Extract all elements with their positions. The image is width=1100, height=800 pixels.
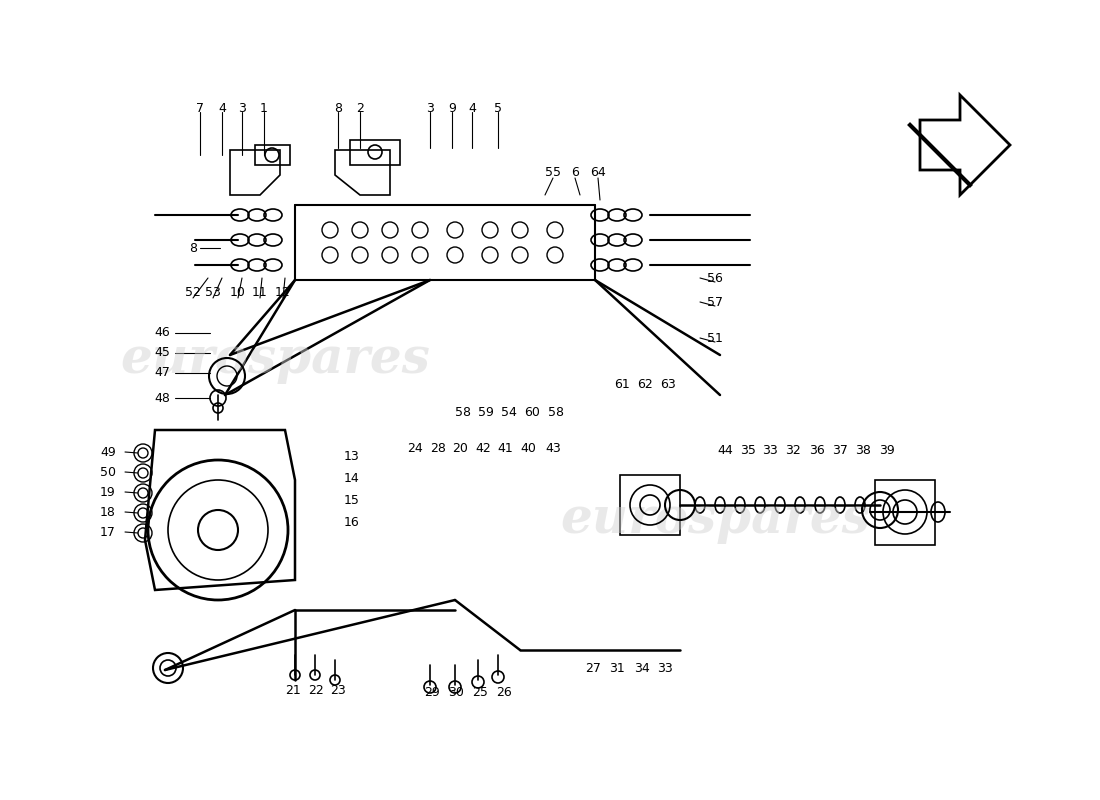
Text: 24: 24: [407, 442, 422, 454]
Text: 2: 2: [356, 102, 364, 114]
Text: 6: 6: [571, 166, 579, 178]
Text: 58: 58: [548, 406, 564, 419]
Text: 40: 40: [520, 442, 536, 454]
Text: 8: 8: [334, 102, 342, 114]
Text: 33: 33: [657, 662, 673, 674]
Text: 48: 48: [154, 391, 169, 405]
Text: 13: 13: [344, 450, 360, 463]
Text: eurospares: eurospares: [120, 335, 430, 385]
Text: 50: 50: [100, 466, 116, 478]
Text: 45: 45: [154, 346, 169, 359]
Text: 15: 15: [344, 494, 360, 506]
Text: 33: 33: [762, 443, 778, 457]
Text: 21: 21: [285, 683, 301, 697]
Text: 59: 59: [478, 406, 494, 419]
Text: 37: 37: [832, 443, 848, 457]
Text: 44: 44: [717, 443, 733, 457]
Text: 19: 19: [100, 486, 116, 498]
Text: 63: 63: [660, 378, 675, 391]
Text: 60: 60: [524, 406, 540, 419]
Text: 10: 10: [230, 286, 246, 298]
Text: 25: 25: [472, 686, 488, 699]
Text: 49: 49: [100, 446, 116, 458]
Text: 30: 30: [448, 686, 464, 699]
Text: 1: 1: [260, 102, 268, 114]
Text: 23: 23: [330, 683, 345, 697]
Text: 64: 64: [590, 166, 606, 178]
Text: 22: 22: [308, 683, 323, 697]
Text: 39: 39: [879, 443, 895, 457]
Text: 57: 57: [707, 295, 723, 309]
Text: 11: 11: [252, 286, 268, 298]
Text: 17: 17: [100, 526, 116, 538]
Text: 46: 46: [154, 326, 169, 339]
Text: 26: 26: [496, 686, 512, 699]
Text: 7: 7: [196, 102, 204, 114]
Text: 53: 53: [205, 286, 221, 298]
Text: 54: 54: [502, 406, 517, 419]
Text: 55: 55: [544, 166, 561, 178]
Text: 5: 5: [494, 102, 502, 114]
Text: 43: 43: [546, 442, 561, 454]
Text: 12: 12: [275, 286, 290, 298]
Text: 4: 4: [218, 102, 226, 114]
Text: 34: 34: [634, 662, 650, 674]
Text: 18: 18: [100, 506, 116, 518]
Text: 28: 28: [430, 442, 446, 454]
Text: 8: 8: [189, 242, 197, 254]
Text: 32: 32: [785, 443, 801, 457]
Text: 52: 52: [185, 286, 201, 298]
Text: 61: 61: [614, 378, 630, 391]
Text: 20: 20: [452, 442, 468, 454]
Text: 58: 58: [455, 406, 471, 419]
Text: 9: 9: [448, 102, 455, 114]
Text: 3: 3: [238, 102, 246, 114]
Text: 38: 38: [855, 443, 871, 457]
Text: 27: 27: [585, 662, 601, 674]
Text: eurospares: eurospares: [560, 495, 870, 545]
Text: 29: 29: [425, 686, 440, 699]
Text: 62: 62: [637, 378, 653, 391]
Text: 42: 42: [475, 442, 491, 454]
Text: 41: 41: [497, 442, 513, 454]
Text: 35: 35: [740, 443, 756, 457]
Text: 16: 16: [344, 517, 360, 530]
Text: 14: 14: [344, 471, 360, 485]
Text: 47: 47: [154, 366, 169, 379]
Text: 3: 3: [426, 102, 433, 114]
Text: 51: 51: [707, 331, 723, 345]
Text: 56: 56: [707, 271, 723, 285]
Text: 36: 36: [810, 443, 825, 457]
Text: 4: 4: [469, 102, 476, 114]
Text: 31: 31: [609, 662, 625, 674]
